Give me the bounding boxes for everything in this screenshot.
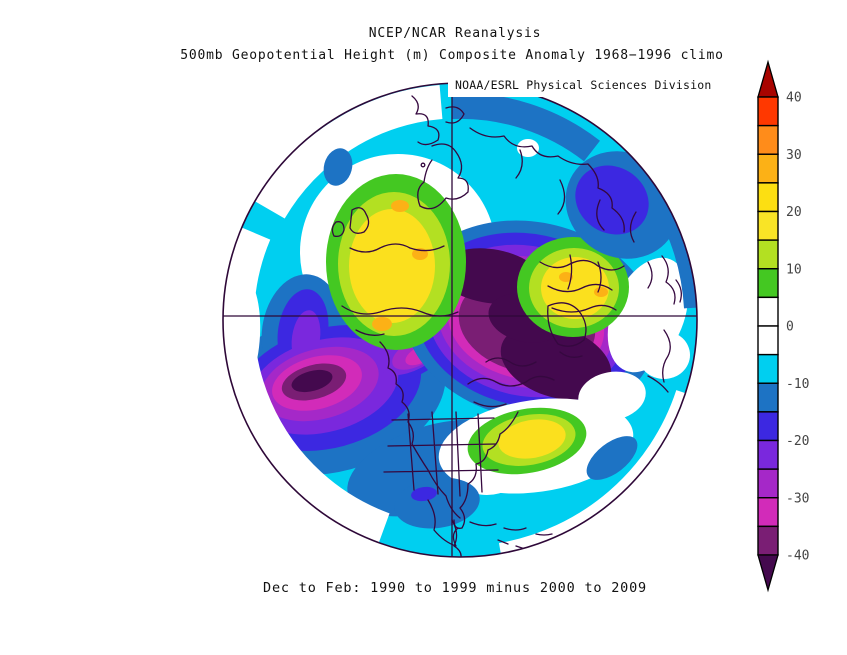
colorbar-segments [757,96,779,556]
plot-subtitle: 500mb Geopotential Height (m) Composite … [180,48,724,63]
agency-credit-label: NOAA/ESRL Physical Sciences Division [448,74,711,97]
colorbar-segment [757,153,779,184]
tick-label: -10 [786,377,809,392]
tick-label: -30 [786,491,809,506]
graticule-lines [223,83,697,557]
colorbar-segment [757,468,779,499]
colorbar-arrow-top [757,59,779,98]
coastline-overlay [331,95,682,557]
colorbar-arrow-bottom [757,554,779,593]
colorbar-segment [757,182,779,213]
colorbar-segment [757,382,779,413]
east-north-america-positive-anomaly [467,407,587,475]
colorbar-segment [757,210,779,241]
colorbar-segment [757,497,779,528]
colorbar-segment [757,525,779,556]
plot-title: NCEP/NCAR Reanalysis [368,26,542,41]
map-fill-layers [223,83,697,557]
colorbar-segment [757,439,779,470]
tick-label: 20 [786,205,802,220]
colorbar-segment [757,268,779,299]
tick-label: -20 [786,434,809,449]
composite-period-caption: Dec to Feb: 1990 to 1999 minus 2000 to 2… [263,580,647,596]
colorbar: 40 30 20 10 0 -10 -20 -30 -40 [757,59,809,593]
colorbar-segment [757,96,779,127]
tick-label: 40 [786,91,802,106]
tick-label: 10 [786,262,802,277]
colorbar-segment [757,124,779,155]
tick-label: -40 [786,549,809,564]
tick-label: 0 [786,320,794,335]
colorbar-segment [757,239,779,270]
europe-positive-anomaly [326,174,466,350]
colorbar-segment [757,296,779,327]
colorbar-tick-labels: 40 30 20 10 0 -10 -20 -30 -40 [786,91,809,564]
colorbar-segment [757,353,779,384]
tick-label: 30 [786,148,802,163]
colorbar-segment [757,411,779,442]
colorbar-segment [757,325,779,356]
